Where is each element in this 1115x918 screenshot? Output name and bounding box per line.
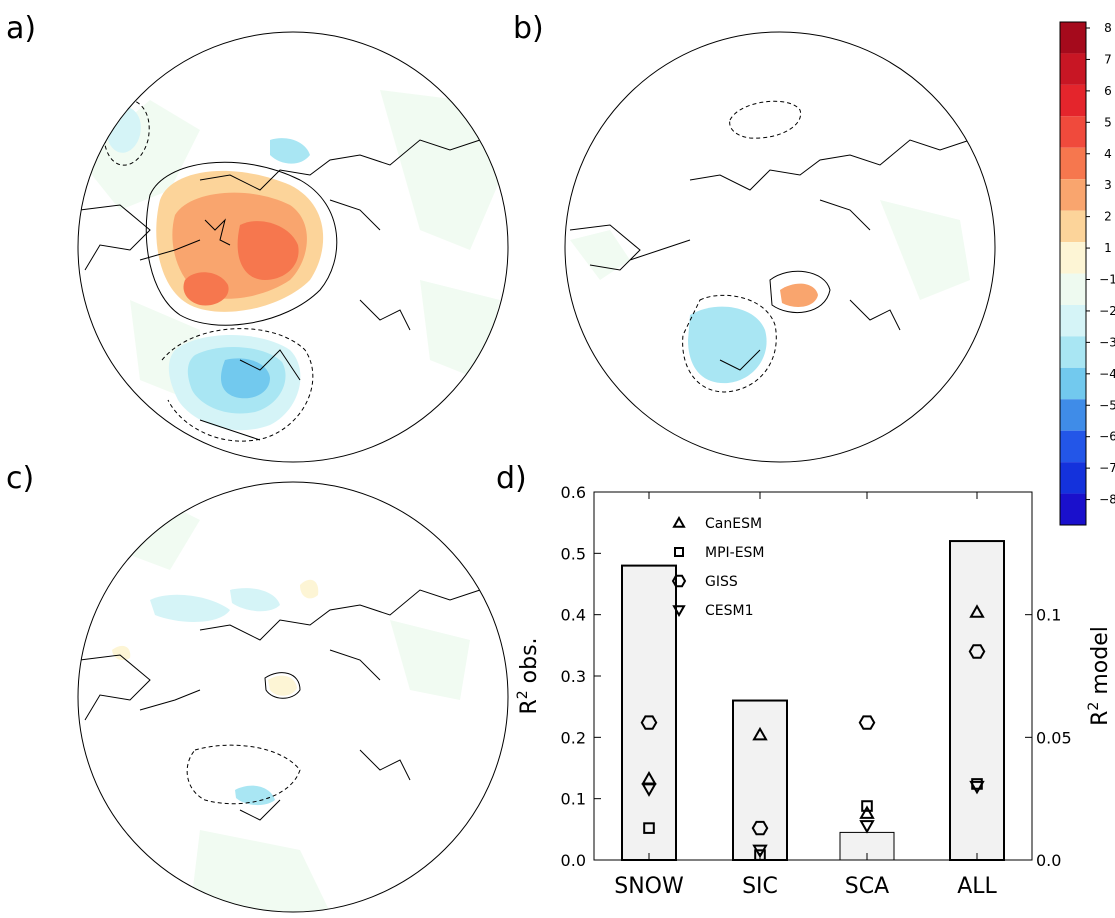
panel-d-label: d): [496, 461, 527, 496]
y2-tick-label: 0.1: [1036, 606, 1061, 625]
colorbar-swatch: [1060, 399, 1086, 431]
legend-label: GISS: [705, 574, 738, 590]
marker-canesm: [969, 604, 985, 618]
colorbar: 8 7 6 5 4 3 2 1 −1 −2 −3 −4 −5 −6 −7 −8: [1059, 21, 1115, 526]
panel-b-label: b): [513, 11, 544, 46]
marker-cesm1: [969, 780, 985, 795]
y-tick-label: 0.4: [561, 606, 586, 625]
bar-snow: [621, 564, 677, 861]
negative-anomaly-region: [688, 306, 767, 384]
legend-item: MPI-ESM: [674, 545, 765, 561]
bar-sic: [732, 699, 788, 861]
marker-cesm1: [752, 844, 768, 859]
y2-tick-label: 0.0: [1036, 851, 1061, 870]
legend-item: CESM1: [672, 603, 754, 619]
legend-marker-mpi-esm: [674, 547, 684, 557]
legend-marker-giss: [671, 574, 687, 588]
bar-all: [949, 540, 1005, 861]
y-tick-label: 0.5: [561, 544, 586, 563]
positive-anomaly-region: [268, 675, 297, 696]
y-axis-label: R2 obs.: [515, 637, 542, 714]
legend-item: CanESM: [672, 515, 762, 532]
colorbar-swatch: [1060, 179, 1086, 211]
y2-tick-label: 0.05: [1036, 728, 1072, 747]
marker-giss: [968, 644, 986, 659]
panel-c: c): [6, 461, 509, 913]
y-tick-label: 0.2: [561, 728, 586, 747]
panel-b: b): [513, 11, 996, 463]
colorbar-tick-label: 7: [1104, 52, 1112, 66]
marker-canesm: [752, 726, 768, 741]
legend-item: GISS: [671, 574, 738, 590]
x-tick-label: SNOW: [614, 874, 684, 899]
marker-mpi-esm: [643, 822, 655, 834]
colorbar-swatch: [1060, 147, 1086, 180]
panel-b-map: [565, 32, 995, 462]
panel-d: d) 0.0 0.1 0.2 0.3 0.4 0.5 0.6 0.0 0.05 0.1 SNOW SI…: [496, 461, 1113, 899]
y-tick-label: 0.3: [561, 667, 586, 686]
colorbar-swatch: [1060, 116, 1086, 148]
bar-chart: 0.0 0.1 0.2 0.3 0.4 0.5 0.6 0.0 0.05 0.1 SNOW SIC SC…: [515, 483, 1113, 899]
colorbar-tick-label: −3: [1099, 335, 1115, 349]
colorbar-swatch: [1060, 462, 1086, 494]
colorbar-swatch: [1060, 210, 1086, 243]
colorbar-tick-label: 3: [1104, 178, 1112, 192]
negative-anomaly-region: [150, 594, 230, 622]
marker-canesm: [859, 805, 875, 819]
panel-a-map: [78, 32, 508, 462]
colorbar-tick-label: 2: [1104, 210, 1112, 224]
panel-a-boundary: [77, 31, 509, 463]
panel-c-map: [78, 482, 508, 912]
marker-giss: [640, 715, 658, 730]
legend-label: CESM1: [705, 603, 754, 619]
y-tick-label: 0.6: [561, 483, 586, 502]
legend-marker-cesm1: [672, 605, 686, 618]
colorbar-tick-label: 8: [1104, 21, 1112, 35]
colorbar-swatch: [1060, 304, 1086, 337]
legend-label: CanESM: [705, 516, 762, 532]
marker-mpi-esm: [861, 800, 873, 812]
marker-cesm1: [641, 783, 657, 797]
marker-giss: [858, 715, 876, 730]
x-tick-label: ALL: [957, 874, 997, 899]
colorbar-tick-label: −7: [1099, 461, 1115, 475]
colorbar-tick-label: −8: [1099, 493, 1115, 507]
colorbar-swatch: [1060, 430, 1086, 463]
panel-a: a): [6, 11, 509, 463]
colorbar-swatch: [1060, 273, 1086, 305]
x-tick-label: SIC: [742, 874, 778, 899]
panel-a-label: a): [6, 11, 36, 46]
colorbar-swatch: [1060, 336, 1086, 368]
y-tick-label: 0.0: [561, 851, 586, 870]
colorbar-swatch: [1060, 242, 1086, 274]
panel-c-boundary: [77, 481, 509, 913]
colorbar-tick-label: −6: [1099, 430, 1115, 444]
colorbar-tick-label: 6: [1104, 84, 1112, 98]
legend-label: MPI-ESM: [705, 545, 765, 561]
colorbar-swatch: [1060, 367, 1086, 400]
positive-anomaly-region: [780, 283, 818, 307]
panel-c-label: c): [6, 461, 34, 496]
y-tick-label: 0.1: [561, 790, 586, 809]
colorbar-swatch: [1060, 84, 1086, 117]
colorbar-tick-label: 4: [1104, 147, 1112, 161]
x-tick-label: SCA: [845, 874, 889, 899]
marker-mpi-esm: [754, 849, 766, 861]
colorbar-tick-label: −5: [1099, 398, 1115, 412]
colorbar-frame: [1059, 21, 1087, 526]
colorbar-tick-label: −2: [1099, 304, 1115, 318]
colorbar-tick-label: 1: [1104, 241, 1112, 255]
colorbar-tick-label: −4: [1099, 367, 1115, 381]
marker-giss: [751, 820, 769, 836]
marker-cesm1: [859, 820, 875, 834]
legend-marker-canesm: [672, 515, 686, 528]
colorbar-swatch: [1060, 22, 1086, 54]
colorbar-swatch: [1060, 53, 1086, 85]
colorbar-swatch: [1060, 493, 1086, 525]
colorbar-tick-label: 5: [1104, 115, 1112, 129]
panel-b-boundary: [564, 31, 996, 463]
colorbar-tick-label: −1: [1099, 273, 1115, 287]
y2-axis-label: R2 model: [1086, 626, 1113, 726]
